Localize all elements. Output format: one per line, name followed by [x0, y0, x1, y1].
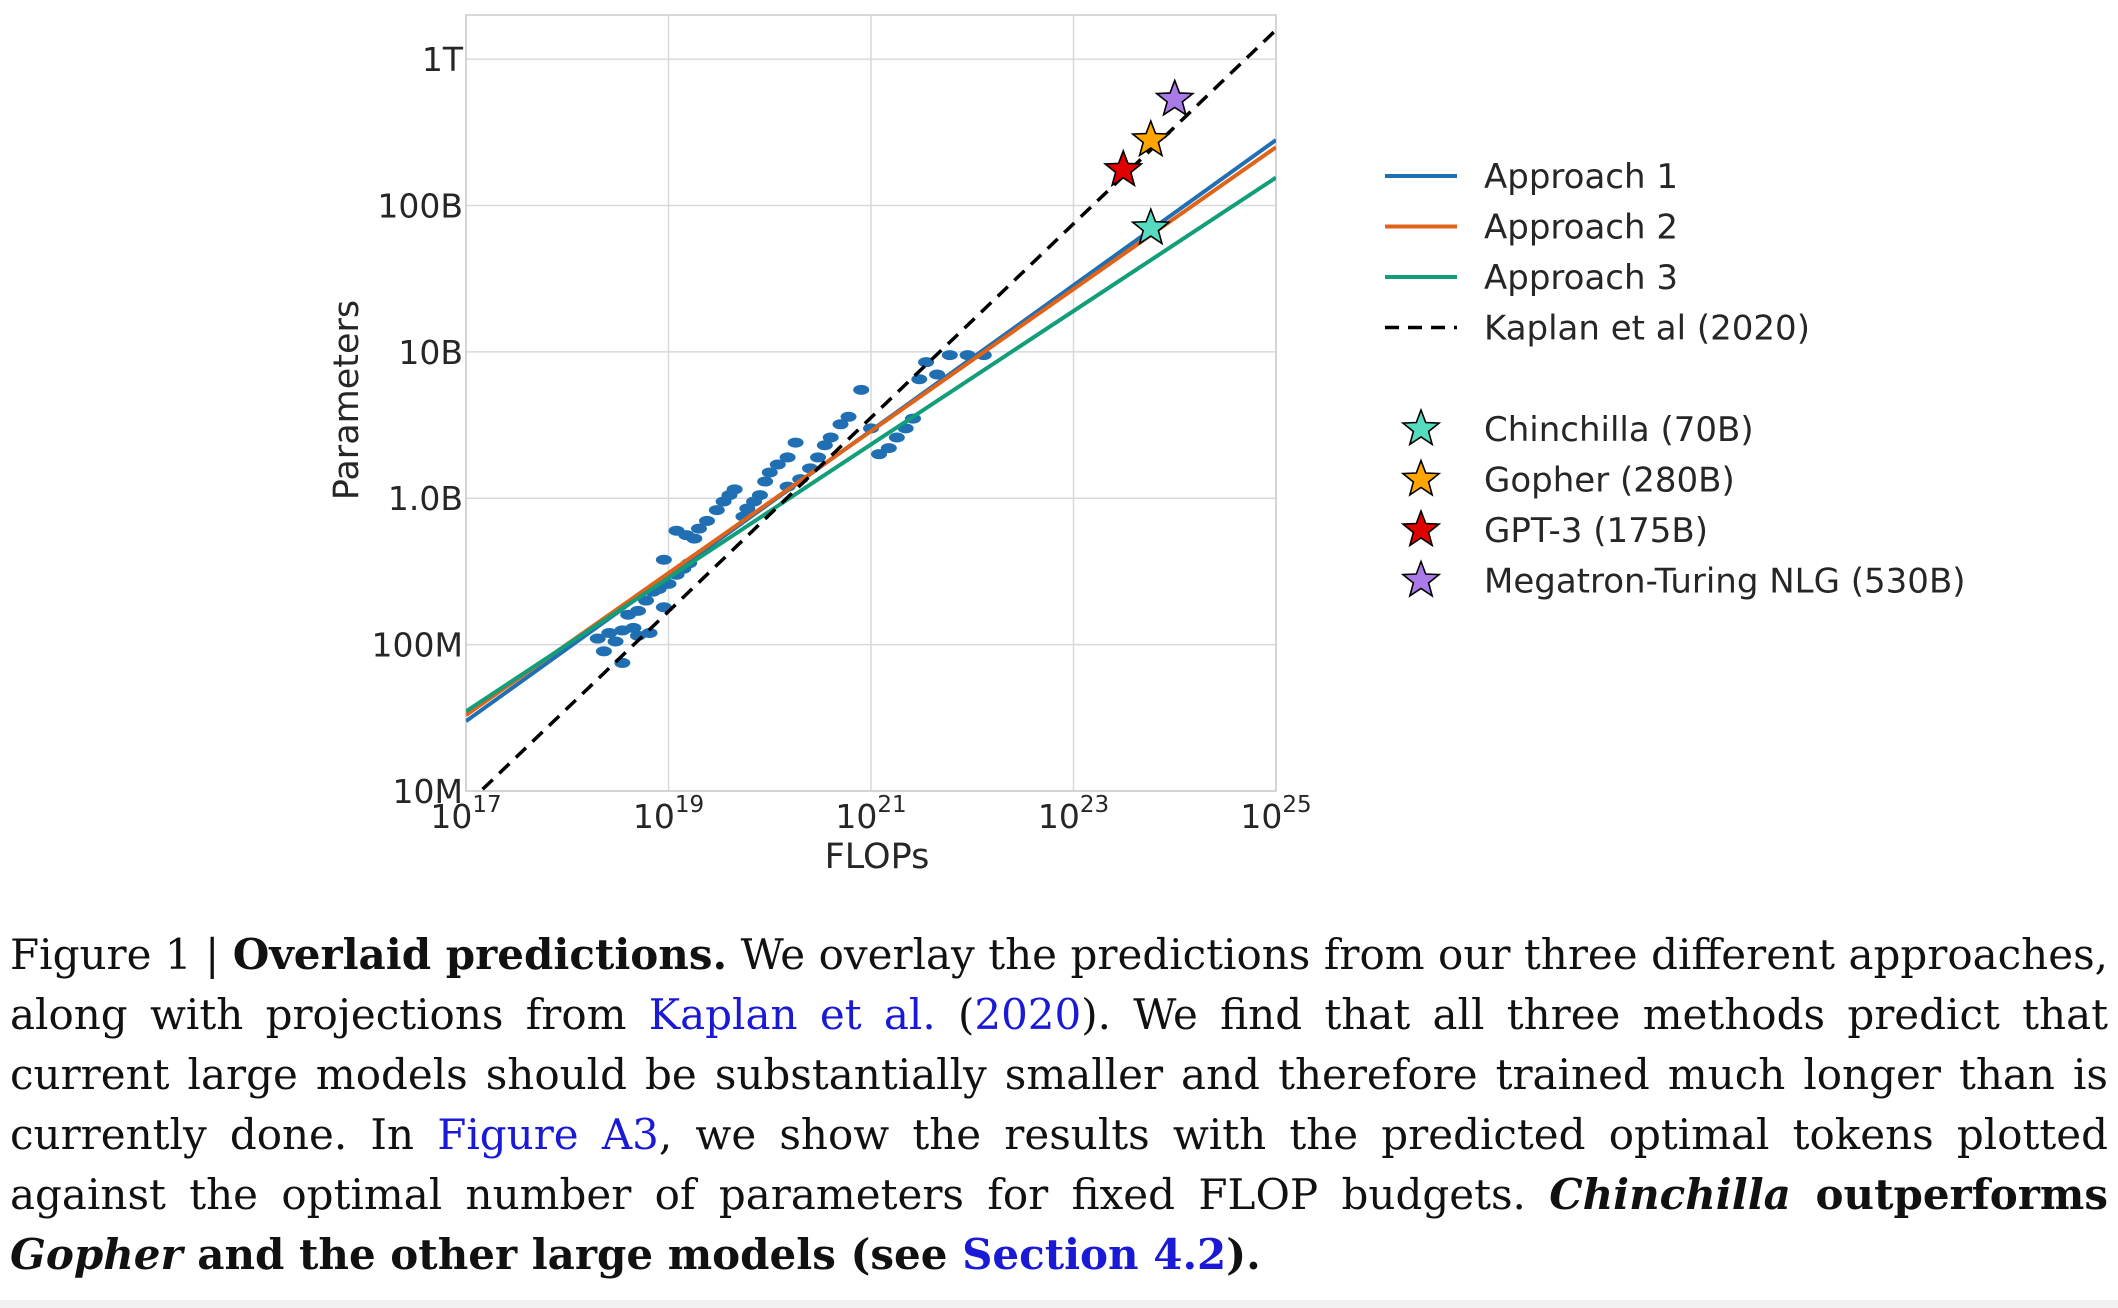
figure-caption: Figure 1 | Overlaid predictions. We over…	[10, 925, 2108, 1285]
y-axis-label: Parameters	[327, 300, 367, 500]
scatter-point	[787, 437, 804, 448]
scatter-point	[816, 440, 833, 451]
scatter-point	[757, 476, 774, 487]
scatter-point	[601, 628, 618, 639]
plot-frame	[465, 14, 1277, 792]
legend-label: Megatron-Turing NLG (530B)	[1484, 562, 1966, 602]
star-layer	[1103, 78, 1195, 246]
scatter-point	[726, 484, 743, 495]
scatter-point	[708, 505, 725, 516]
caption-close: ).	[1226, 1230, 1261, 1279]
scatter-point	[871, 449, 888, 460]
caption-gopher: Gopher	[10, 1230, 183, 1279]
legend-label: GPT-3 (175B)	[1484, 511, 1708, 551]
y-tick-label: 100M	[372, 626, 463, 665]
scatter-point	[698, 515, 715, 526]
y-tick-labels: 10M 100M 1.0B 10B 100B 1T	[372, 40, 464, 811]
caption-chinchilla: Chinchilla	[1549, 1170, 1791, 1219]
caption-prefix: Figure 1 |	[10, 930, 233, 979]
model-star	[1154, 78, 1195, 117]
scatter-point	[641, 628, 658, 639]
plot-area	[466, 27, 1276, 791]
scatter-point	[655, 554, 672, 565]
scatter-point	[853, 384, 870, 395]
scatter-point	[625, 622, 642, 633]
x-tick-label: 1019	[633, 792, 704, 836]
legend-label: Chinchilla (70B)	[1484, 410, 1754, 450]
scatter-point	[638, 595, 655, 606]
model-star	[1103, 148, 1144, 188]
y-tick-label: 1T	[422, 40, 464, 79]
y-tick-label: 10B	[398, 333, 463, 372]
scatter-layer	[589, 350, 992, 668]
series-line	[478, 27, 1276, 791]
caption-title: Overlaid predictions.	[232, 930, 728, 979]
kaplan-year-link[interactable]: 2020	[974, 990, 1082, 1039]
scatter-point	[929, 369, 946, 380]
chart: 1017 1019 1021 1023 1025 10M100M1.0B10B100B1…	[327, 14, 1966, 877]
scatter-point	[589, 633, 606, 644]
x-tick-label: 1025	[1240, 792, 1311, 836]
caption-text-3: , we show the results with the predicted…	[10, 1110, 2108, 1219]
scatter-point	[779, 452, 796, 463]
caption-paren-open: (	[935, 990, 975, 1039]
line-layer	[466, 27, 1276, 791]
legend: Approach 1 Approach 2 Approach 3 Kaplan et …	[1385, 157, 1966, 602]
scatter-point	[888, 432, 905, 443]
scatter-point	[822, 432, 839, 443]
scatter-point	[810, 452, 827, 463]
legend-star-swatch	[1400, 458, 1442, 497]
caption-text-2: ). We find that all three methods predic…	[10, 990, 2108, 1159]
scatter-point	[761, 467, 778, 478]
legend-label: Kaplan et al (2020)	[1484, 309, 1810, 349]
caption-text-1: We overlay the predictions from our thre…	[10, 930, 2108, 1039]
section-4-2-link[interactable]: Section 4.2	[962, 1230, 1227, 1279]
legend-star-swatch	[1400, 407, 1442, 447]
scatter-point	[880, 443, 897, 454]
figure-a3-link[interactable]: Figure A3	[437, 1110, 659, 1159]
x-tick-label: 1023	[1038, 792, 1109, 836]
kaplan-citation-link[interactable]: Kaplan et al.	[648, 990, 936, 1039]
caption-other-models: and the other large models (see	[182, 1230, 963, 1279]
model-star	[1130, 118, 1172, 158]
x-axis-label: FLOPs	[825, 837, 930, 877]
scatter-point	[840, 411, 857, 422]
bottom-edge	[0, 1300, 2118, 1308]
x-tick-label: 1021	[835, 792, 906, 836]
legend-label: Approach 2	[1484, 208, 1678, 248]
scatter-point	[941, 350, 958, 361]
scatter-point	[690, 523, 707, 534]
y-tick-label: 1.0B	[388, 479, 463, 518]
scatter-point	[832, 419, 849, 430]
scatter-point	[751, 490, 768, 501]
model-star	[1130, 206, 1172, 246]
legend-label: Approach 1	[1484, 157, 1678, 197]
scatter-point	[769, 459, 786, 470]
legend-star-swatch	[1400, 508, 1442, 548]
series-line	[466, 175, 1276, 714]
legend-label: Gopher (280B)	[1484, 461, 1735, 501]
legend-star-swatch	[1400, 559, 1442, 598]
legend-label: Approach 3	[1484, 258, 1678, 298]
scatter-point	[918, 357, 935, 368]
scatter-point	[595, 646, 612, 657]
scatter-point	[686, 533, 703, 544]
y-tick-label: 10M	[393, 772, 463, 811]
scatter-point	[911, 374, 928, 385]
y-tick-label: 100B	[377, 186, 463, 225]
scatter-point	[630, 605, 647, 616]
x-tick-labels: 1017 1019 1021 1023 1025	[430, 792, 1311, 836]
scatter-point	[607, 636, 624, 647]
caption-outperforms: outperforms	[1790, 1170, 2108, 1219]
